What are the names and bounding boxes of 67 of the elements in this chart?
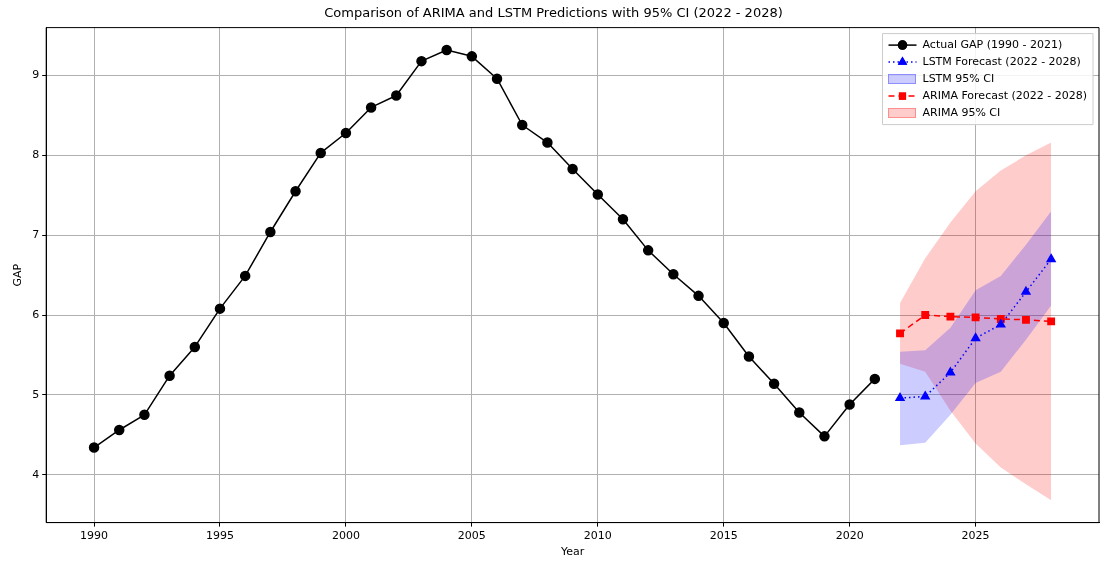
point (920, 391, 930, 400)
point (189, 341, 201, 353)
point (466, 51, 478, 62)
point (214, 303, 226, 314)
point (542, 137, 553, 148)
point (896, 329, 904, 338)
point (113, 424, 125, 436)
annotation: LSTM 95% CI (922, 71, 995, 85)
point (239, 270, 251, 282)
point (391, 90, 402, 101)
point (441, 44, 452, 56)
point (592, 189, 604, 200)
point (164, 370, 175, 381)
point (668, 269, 679, 280)
point (88, 442, 100, 453)
point (946, 312, 955, 321)
point (1021, 286, 1031, 295)
point (693, 290, 704, 302)
x-tick-label: 1990 (80, 529, 109, 543)
point (945, 367, 956, 376)
x-tick-label: 2025 (961, 529, 990, 543)
chart-title: Comparison of ARIMA and LSTM Predictions with 95% CI (2022 - 2028) (324, 5, 783, 21)
point (1047, 317, 1056, 326)
x-tick-label: 2010 (583, 529, 612, 543)
point (265, 226, 276, 238)
point (340, 127, 352, 139)
point (315, 147, 326, 159)
x-tick-label: 2015 (709, 529, 738, 543)
point (743, 351, 755, 362)
point (768, 378, 780, 389)
x-tick-label: 2000 (331, 529, 360, 543)
point (970, 332, 981, 342)
legend-label: Actual GAP (1990 - 2021) (922, 37, 1063, 51)
y-tick-label: 4 (32, 467, 40, 481)
y-tick-label: 5 (32, 387, 40, 401)
x-axis-title: Year (559, 545, 585, 559)
x-tick-label: 1995 (205, 529, 234, 543)
point (869, 373, 881, 385)
point (921, 311, 930, 319)
point (642, 245, 654, 256)
point (971, 313, 980, 322)
point (491, 73, 503, 84)
point (718, 317, 729, 329)
x-tick-label: 2020 (835, 529, 864, 543)
point (819, 431, 830, 442)
x-tick-label: 2005 (457, 529, 486, 543)
y-tick-label: 9 (32, 68, 40, 82)
point (416, 55, 427, 67)
point (567, 163, 578, 175)
point (139, 409, 150, 421)
legend-label: ARIMA Forecast (2022 - 2028) (922, 88, 1088, 102)
point (794, 407, 805, 418)
point (1022, 315, 1030, 324)
y-axis-title: GAP (11, 263, 25, 287)
y-tick-label: 6 (32, 307, 40, 321)
point (1046, 253, 1056, 263)
y-tick-label: 8 (32, 148, 40, 162)
point (290, 186, 301, 197)
point (617, 213, 629, 225)
legend-label: LSTM Forecast (2022 - 2028) (922, 54, 1081, 68)
annotation: ARIMA 95% CI (922, 105, 1001, 119)
y-tick-label: 7 (32, 228, 40, 242)
point (516, 119, 528, 131)
point (895, 392, 905, 402)
point (844, 399, 855, 410)
point (996, 319, 1006, 328)
point (365, 102, 377, 113)
